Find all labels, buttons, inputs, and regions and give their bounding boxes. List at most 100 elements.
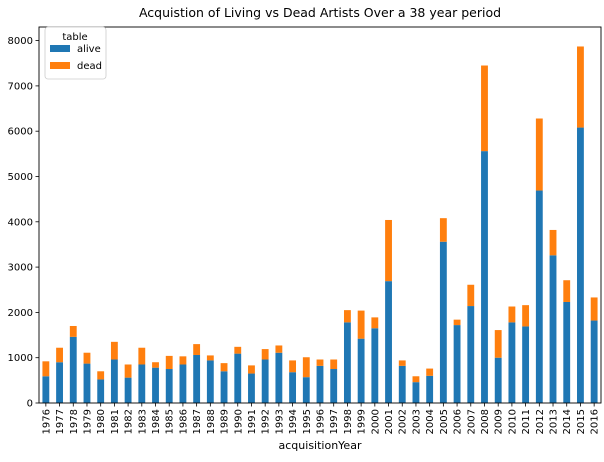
x-tick-label: 1995: [302, 409, 313, 434]
x-tick-label: 2015: [576, 409, 587, 434]
bar-alive-2015: [577, 127, 584, 403]
bar-alive-2001: [385, 281, 392, 403]
bar-dead-1985: [165, 355, 173, 370]
bar-alive-1999: [357, 338, 365, 403]
bar-alive-1994: [289, 372, 297, 403]
bar-dead-2000: [371, 317, 379, 329]
x-tick-label: 2010: [507, 409, 518, 434]
legend-label-alive: alive: [77, 44, 101, 55]
bar-dead-1991: [248, 365, 255, 374]
x-tick-label: 1978: [69, 409, 80, 434]
bar-dead-2015: [577, 46, 584, 128]
bar-dead-2007: [467, 284, 475, 307]
bar-alive-1982: [124, 377, 132, 403]
bar-alive-2005: [439, 241, 447, 403]
x-tick-label: 1986: [178, 409, 189, 434]
bar-alive-2004: [426, 375, 434, 403]
bar-alive-1996: [316, 365, 324, 403]
x-tick-label: 1993: [274, 409, 285, 434]
legend-label-dead: dead: [77, 61, 102, 72]
bar-alive-2008: [481, 151, 488, 403]
legend-swatch-dead: [50, 62, 70, 69]
bar-alive-1984: [152, 367, 159, 403]
x-axis: 1976 1977 1978 1979 1980 1981 1982 1983 1984 1985…: [41, 403, 601, 434]
plot-frame: [38, 26, 602, 404]
x-tick-label: 1984: [151, 409, 162, 434]
x-tick-label: 2007: [466, 409, 477, 434]
y-tick-label: 3000: [8, 263, 33, 274]
bar-alive-1981: [110, 359, 118, 403]
x-tick-label: 1988: [206, 409, 217, 434]
bar-alive-2000: [371, 328, 379, 403]
bar-dead-2014: [563, 280, 571, 302]
x-tick-label: 1985: [165, 409, 176, 434]
x-tick-label: 1987: [192, 409, 203, 434]
chart-title: Acquistion of Living vs Dead Artists Ove…: [139, 5, 501, 20]
x-tick-label: 2011: [521, 409, 532, 434]
bar-alive-2016: [590, 320, 598, 403]
bar-dead-1997: [330, 359, 338, 370]
bar-dead-1996: [316, 359, 324, 366]
legend-title: table: [62, 32, 87, 43]
x-tick-label: 1983: [137, 409, 148, 434]
bar-dead-1994: [289, 360, 297, 373]
bar-dead-1990: [234, 346, 242, 354]
legend-swatch-alive: [50, 45, 70, 52]
bar-dead-2008: [481, 65, 488, 152]
bar-alive-2003: [412, 382, 420, 403]
x-tick-label: 2006: [453, 409, 464, 434]
x-tick-label: 1976: [41, 409, 52, 434]
bar-dead-1987: [193, 344, 201, 355]
y-tick-label: 6000: [8, 127, 33, 138]
x-tick-label: 1994: [288, 409, 299, 434]
y-tick-label: 4000: [8, 217, 33, 228]
x-tick-label: 2003: [411, 409, 422, 434]
bar-alive-2010: [508, 322, 516, 403]
bar-alive-1986: [179, 364, 187, 403]
bar-alive-2009: [494, 357, 502, 403]
bar-alive-2012: [535, 190, 543, 403]
x-tick-label: 1997: [329, 409, 340, 434]
x-tick-label: 2001: [384, 409, 395, 434]
bar-dead-2003: [412, 376, 420, 383]
y-axis: 0 1000 2000 3000 4000 5000 6000 7000 8000: [8, 36, 39, 410]
bar-alive-1978: [69, 336, 77, 403]
bar-dead-2006: [453, 319, 461, 326]
bar-alive-1980: [97, 379, 105, 403]
bar-alive-2011: [522, 326, 530, 403]
x-tick-label: 2012: [535, 409, 546, 434]
bar-dead-1978: [69, 325, 77, 337]
bar-dead-1988: [206, 355, 214, 361]
bar-alive-1997: [330, 369, 338, 403]
x-tick-label: 1980: [96, 409, 107, 434]
bar-dead-2010: [508, 306, 516, 323]
bar-dead-1986: [179, 356, 187, 365]
bar-alive-1998: [343, 322, 351, 403]
y-tick-label: 7000: [8, 81, 33, 92]
x-tick-label: 1996: [316, 409, 327, 434]
bar-dead-2012: [535, 118, 543, 191]
x-tick-label: 1998: [343, 409, 354, 434]
bar-alive-1976: [42, 376, 50, 403]
y-tick-label: 5000: [8, 172, 33, 183]
x-tick-label: 2014: [562, 409, 573, 434]
bar-dead-1983: [138, 347, 146, 365]
bar-alive-1979: [83, 363, 91, 403]
x-tick-label: 2009: [494, 409, 505, 434]
bar-dead-1989: [220, 363, 228, 372]
bar-dead-1976: [42, 361, 50, 377]
bar-dead-1977: [56, 347, 63, 363]
bar-dead-2013: [549, 229, 557, 256]
x-tick-label: 1977: [55, 409, 66, 434]
bar-alive-1991: [248, 373, 255, 403]
bar-alive-2013: [549, 255, 557, 403]
y-tick-label: 2000: [8, 308, 33, 319]
x-tick-label: 2008: [480, 409, 491, 434]
bar-dead-2016: [590, 297, 598, 321]
bar-dead-2004: [426, 368, 434, 376]
bar-dead-1981: [110, 341, 118, 360]
bar-alive-2006: [453, 325, 461, 403]
bar-dead-1992: [261, 349, 269, 360]
x-tick-label: 2005: [439, 409, 450, 434]
bar-dead-1982: [124, 364, 132, 378]
